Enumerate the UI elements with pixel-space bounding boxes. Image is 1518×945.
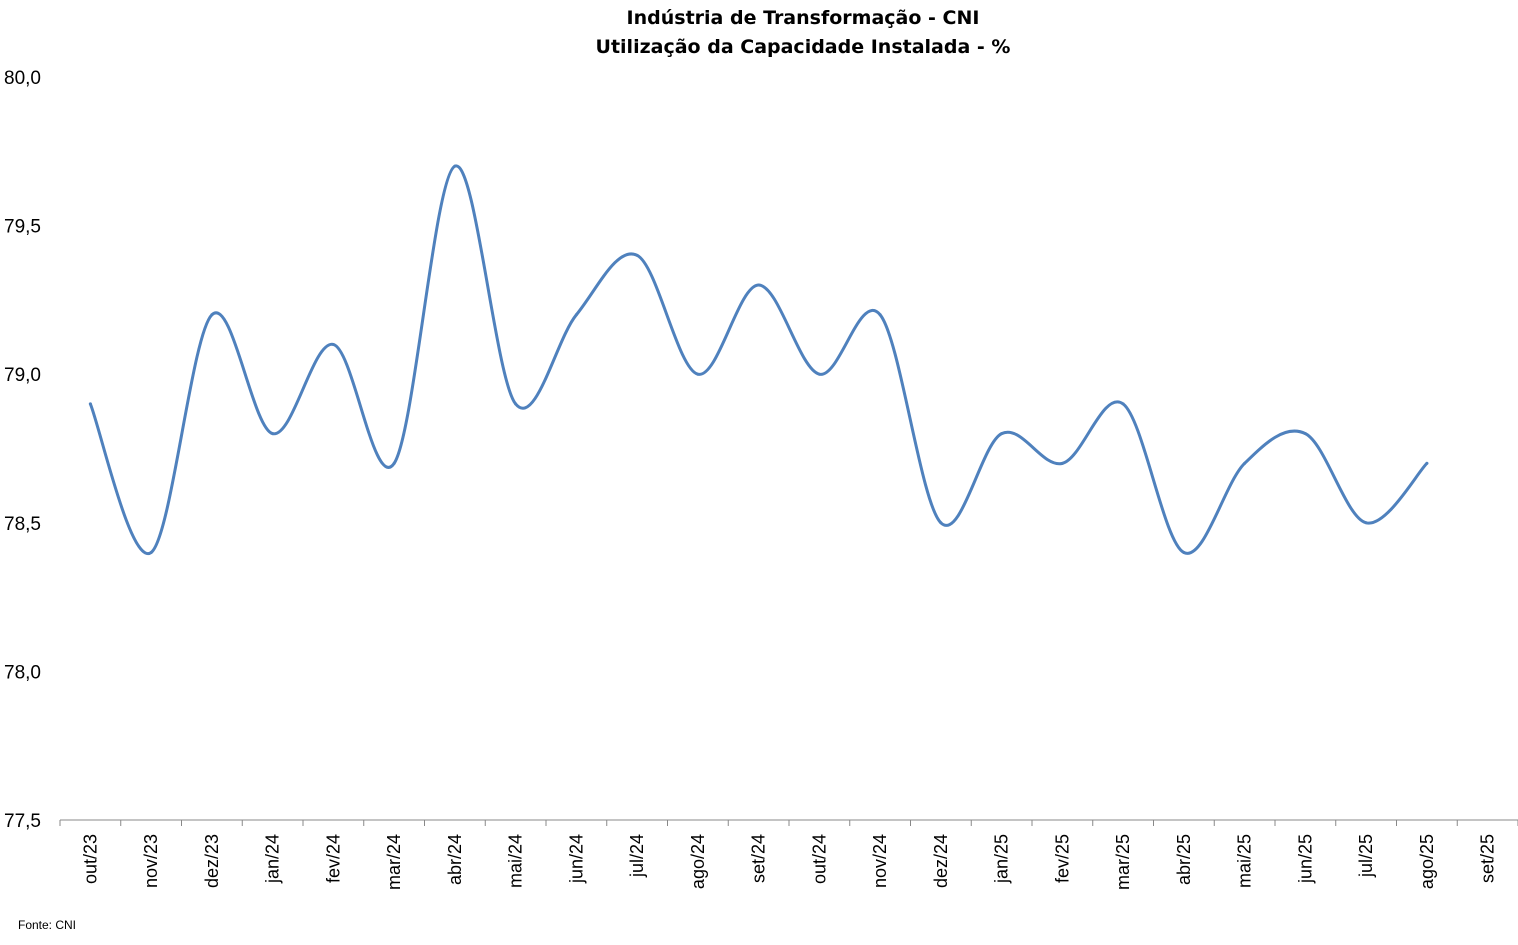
source-note: Fonte: CNI	[18, 918, 76, 932]
y-tick-label: 78,5	[4, 514, 41, 535]
x-tick-label: dez/24	[931, 834, 951, 888]
data-point	[1060, 461, 1064, 465]
y-tick-label: 79,5	[4, 217, 41, 238]
x-tick-label: ago/24	[688, 834, 708, 889]
x-axis-ticks: out/23 nov/23 dez/23 jan/24 fev/24 mar/24 abr/…	[59, 820, 1518, 890]
x-tick-label: jul/24	[627, 834, 647, 878]
x-tick-label: jan/25	[992, 834, 1012, 884]
x-tick-label: mar/24	[384, 834, 404, 890]
x-tick-label: out/23	[80, 834, 100, 884]
data-point	[1182, 551, 1186, 555]
x-tick-label: nov/24	[870, 834, 890, 888]
series-group	[88, 164, 1429, 555]
y-tick-label: 77,5	[4, 811, 41, 832]
x-tick-label: ago/25	[1417, 834, 1437, 889]
chart-title: Indústria de Transformação - CNI	[627, 7, 980, 29]
y-tick-label: 80,0	[4, 68, 41, 89]
y-axis-ticks: 77,5 78,0 78,5 79,0 79,5 80,0	[4, 68, 41, 832]
data-point	[1303, 432, 1307, 436]
x-tick-label: jun/25	[1295, 834, 1315, 884]
x-tick-label: abr/24	[445, 834, 465, 885]
x-tick-label: mai/25	[1235, 834, 1255, 888]
series-line	[88, 164, 1429, 555]
data-point	[271, 432, 275, 436]
x-tick-label: mai/24	[506, 834, 526, 888]
x-tick-label: dez/23	[202, 834, 222, 888]
data-point	[149, 551, 153, 555]
data-point	[1425, 461, 1429, 465]
x-tick-label: out/24	[809, 834, 829, 884]
data-point	[514, 402, 518, 406]
y-tick-label: 79,0	[4, 365, 41, 386]
y-tick-label: 78,0	[4, 662, 41, 683]
x-tick-label: nov/23	[141, 834, 161, 888]
data-point	[696, 372, 700, 376]
data-point	[574, 313, 578, 317]
data-point	[1364, 521, 1368, 525]
data-point	[453, 164, 457, 168]
x-tick-label: set/24	[749, 834, 769, 883]
data-point	[817, 372, 821, 376]
data-point	[757, 283, 761, 287]
x-tick-label: jun/24	[566, 834, 586, 884]
data-point	[878, 313, 882, 317]
data-point	[1243, 461, 1247, 465]
x-tick-label: jul/25	[1356, 834, 1376, 878]
data-point	[1000, 432, 1004, 436]
x-tick-label: jan/24	[263, 834, 283, 884]
x-tick-label: abr/25	[1174, 834, 1194, 885]
data-point	[939, 521, 943, 525]
data-point	[88, 402, 92, 406]
data-point	[392, 461, 396, 465]
data-point	[331, 342, 335, 346]
chart-subtitle: Utilização da Capacidade Instalada - %	[596, 36, 1011, 58]
data-point	[635, 253, 639, 257]
data-point	[210, 313, 214, 317]
x-tick-label: mar/25	[1113, 834, 1133, 890]
data-point	[1121, 402, 1125, 406]
x-tick-label: fev/25	[1052, 834, 1072, 883]
x-tick-label: set/25	[1478, 834, 1498, 883]
x-tick-label: fev/24	[323, 834, 343, 883]
